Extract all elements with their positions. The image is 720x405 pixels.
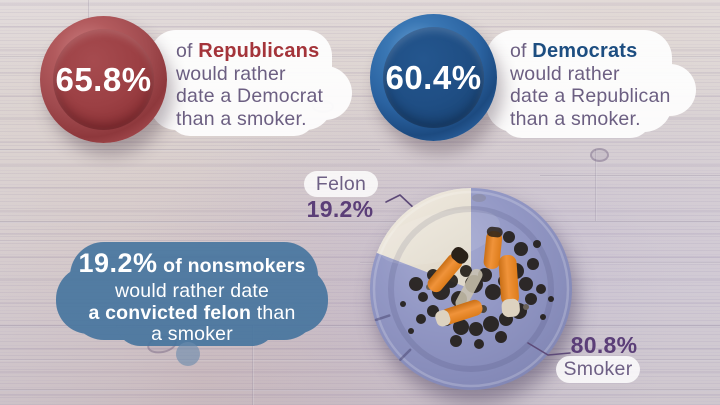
democrat-stat-text: of Democrats would rather date a Republi… (510, 40, 671, 130)
stat-line: than a smoker. (510, 107, 641, 130)
plate-rim-ring (388, 206, 554, 372)
plank-joint (252, 325, 254, 405)
stat-line: date a Democrat (176, 85, 324, 107)
cigarette-butt (483, 226, 503, 270)
plate-sheen (379, 209, 500, 265)
plank-seam (540, 175, 720, 177)
callout-bold-phrase: a convicted felon (88, 301, 252, 324)
plank-seam (0, 221, 720, 223)
ashtray-pie-chart (370, 188, 572, 390)
plank-seam (0, 389, 720, 391)
stat-line: date a Republican (510, 85, 671, 107)
stat-prefix: of (176, 40, 193, 62)
plate-rim-highlight (372, 190, 570, 388)
plank-seam (0, 149, 380, 151)
ashtray-notches (374, 314, 412, 361)
felon-percentage: 19.2% (306, 196, 374, 222)
crushed-cigarette (455, 268, 483, 310)
bubble-shape (644, 64, 696, 116)
wood-knot (590, 148, 609, 162)
stat-prefix: of (510, 40, 527, 62)
rim-groove (472, 194, 486, 202)
plank-seam (0, 56, 720, 58)
smoker-percentage: 80.8% (570, 332, 638, 358)
cigarette-butt (498, 254, 520, 318)
democrat-group-label: Democrats (532, 40, 638, 62)
stat-line: would rather (510, 62, 620, 85)
democrat-stat-value: 60.4% (385, 58, 482, 96)
felon-label: Felon (315, 172, 367, 195)
callout-line: a smoker (151, 323, 233, 345)
ashtray-bowl (383, 27, 484, 128)
plank-seam (0, 240, 300, 242)
felon-label-pill: Felon (304, 171, 378, 197)
nonsmoker-stat-value: 19.2% (78, 248, 158, 278)
stat-line: would rather (176, 62, 286, 85)
callout-line-tail: than (251, 301, 296, 324)
nonsmoker-stat-suffix: of nonsmokers (157, 255, 306, 277)
felon-leader-line (385, 194, 417, 211)
ashtray-bowl (53, 29, 154, 130)
bubble-shape (500, 94, 652, 138)
cigarette-butt (427, 247, 469, 293)
callout-text: 19.2% of nonsmokers would rather date a … (58, 249, 326, 346)
republican-ashtray: 65.8% (40, 16, 167, 143)
callout-line: would rather date (114, 280, 270, 302)
democrat-ashtray: 60.4% (370, 14, 497, 141)
plank-seam (0, 359, 720, 361)
bubble-shape (168, 92, 316, 136)
plank-seam (0, 325, 720, 327)
bubble-shape (116, 296, 276, 346)
smoker-label-pill: Smoker (556, 356, 640, 383)
stat-line: than a smoker. (176, 107, 307, 130)
republican-stat-value: 65.8% (55, 60, 152, 98)
republican-group-label: Republicans (198, 40, 320, 62)
cigarette-butts (427, 226, 520, 327)
plank-joint (595, 149, 597, 221)
callout-dot (176, 342, 200, 366)
cigarette-butt (435, 299, 483, 327)
smoker-leader-line (527, 342, 571, 356)
republican-stat-text: of Republicans would rather date a Democ… (176, 40, 323, 130)
smoker-label: Smoker (563, 358, 633, 380)
